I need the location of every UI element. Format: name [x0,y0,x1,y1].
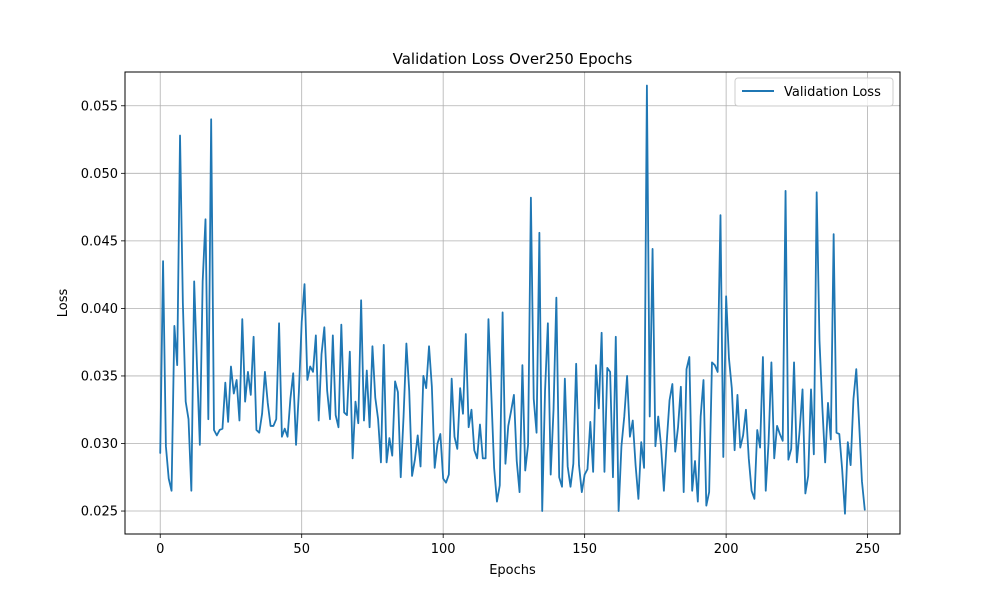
x-axis-label: Epochs [489,563,536,578]
legend-label: Validation Loss [784,85,881,100]
x-tick-label: 250 [855,542,880,557]
x-tick-label: 150 [572,542,597,557]
legend-box [734,77,894,107]
y-tick-label: 0.050 [81,167,118,182]
x-tick-label: 0 [156,542,164,557]
legend: Validation Loss [734,77,894,107]
chart-title: Validation Loss Over250 Epochs [393,50,633,68]
y-tick-label: 0.035 [81,369,118,384]
y-tick-label: 0.055 [81,99,118,114]
x-tick-label: 200 [714,542,739,557]
y-tick-label: 0.045 [81,234,118,249]
y-tick-label: 0.030 [81,437,118,452]
plot-frame [124,71,901,535]
series-line-validation-loss [159,84,866,515]
x-tick-label: 50 [293,542,310,557]
y-axis-label: Loss [56,289,71,318]
series-layer [159,84,866,515]
x-tick-label: 100 [431,542,456,557]
axis-ticks: 0 50 100 150 200 250 0.025 0.030 0.035 0.040 0.045… [81,99,880,557]
y-tick-label: 0.025 [81,505,118,520]
y-tick-label: 0.040 [81,302,118,317]
